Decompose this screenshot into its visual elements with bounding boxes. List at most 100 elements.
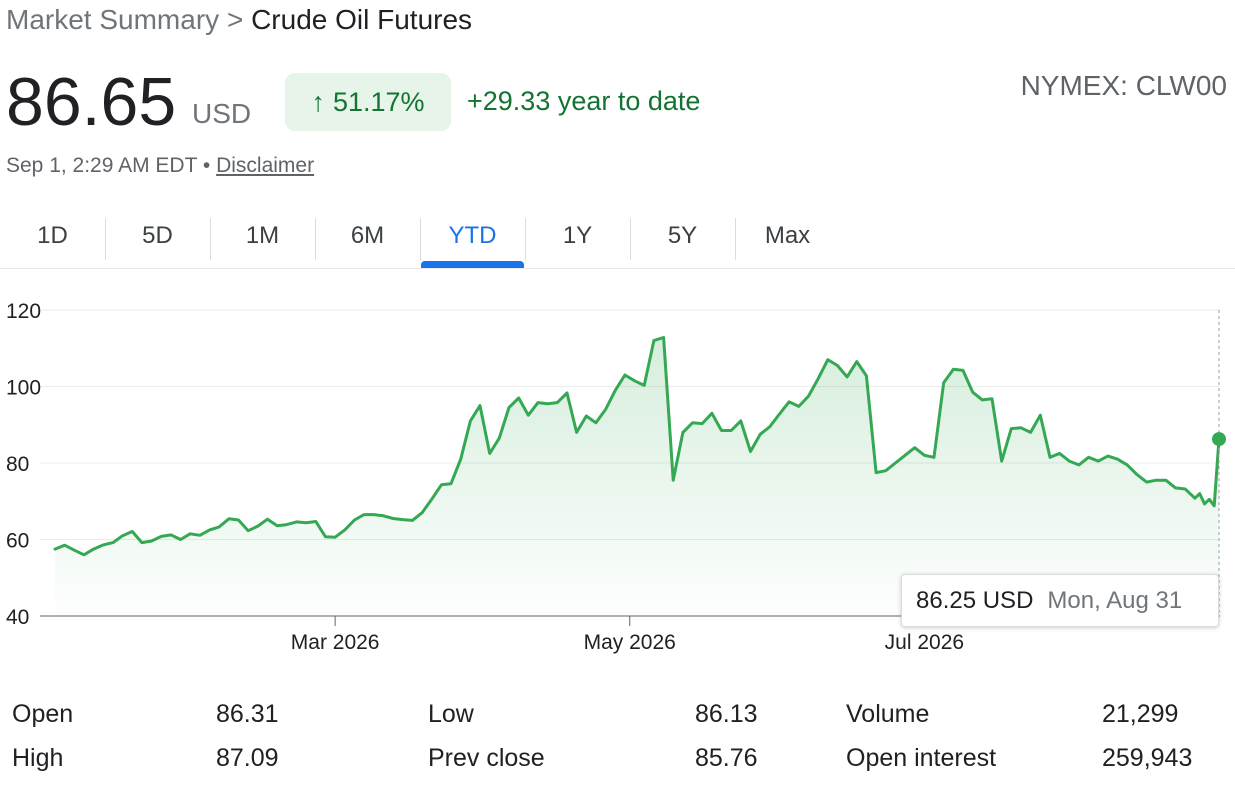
tooltip-price: 86.25 USD — [916, 586, 1034, 614]
tab-label: Max — [764, 222, 811, 249]
data-point — [933, 456, 935, 459]
data-point — [1097, 460, 1100, 462]
data-point — [315, 520, 317, 523]
data-point — [469, 420, 472, 422]
data-point — [141, 541, 143, 544]
data-point — [624, 374, 626, 376]
data-point — [575, 431, 578, 434]
data-point — [63, 544, 66, 546]
data-point — [1029, 431, 1032, 434]
data-point — [160, 535, 163, 538]
data-point — [537, 401, 539, 404]
data-point — [1107, 455, 1109, 457]
data-point — [392, 517, 394, 520]
stats-row: Open 86.31 Low 86.13 Volume 21,299 — [0, 694, 1235, 734]
tab-label: 1M — [245, 222, 280, 249]
chart-tooltip: 86.25 USD Mon, Aug 31 — [901, 574, 1219, 627]
data-point — [83, 554, 85, 556]
tab-label: 6M — [350, 222, 385, 249]
data-point — [981, 399, 984, 401]
data-point — [498, 437, 501, 439]
data-point — [295, 521, 298, 523]
data-point — [856, 360, 858, 363]
data-point — [991, 397, 993, 400]
data-point — [1213, 505, 1215, 507]
tab-5d[interactable]: 5D — [105, 216, 210, 268]
data-point — [701, 422, 703, 425]
data-point — [633, 380, 636, 382]
data-point — [962, 369, 964, 372]
breadcrumb-market-summary-link[interactable]: Market Summary — [6, 4, 220, 35]
data-point — [1058, 452, 1061, 455]
y-tick-label: 60 — [6, 530, 29, 553]
data-point — [527, 414, 530, 416]
current-price: 86.65 — [6, 64, 177, 140]
data-point — [1078, 464, 1080, 466]
data-point — [247, 529, 249, 532]
data-point — [691, 422, 694, 424]
data-point — [170, 534, 172, 536]
tab-1d[interactable]: 1D — [0, 216, 105, 268]
data-point — [131, 530, 134, 533]
data-point — [1198, 492, 1201, 495]
data-point — [179, 538, 182, 541]
data-point — [237, 519, 240, 521]
disclaimer-link[interactable]: Disclaimer — [216, 154, 315, 177]
data-point — [1010, 427, 1013, 430]
stats-row: High 87.09 Prev close 85.76 Open interes… — [0, 738, 1235, 778]
tabs-divider — [0, 268, 1235, 269]
exchange-symbol: NYMEX: CLW00 — [1020, 70, 1227, 101]
data-point — [54, 548, 56, 550]
tab-6m[interactable]: 6M — [315, 216, 420, 268]
stat-value-volume: 21,299 — [1102, 700, 1179, 728]
data-point — [459, 458, 462, 460]
data-point — [836, 364, 839, 367]
data-point — [150, 540, 153, 542]
y-tick-label: 120 — [6, 300, 41, 323]
data-point — [218, 526, 220, 528]
data-point — [807, 395, 810, 397]
x-tick-label: May 2026 — [584, 631, 676, 654]
percent-change-value: 51.17% — [332, 86, 425, 117]
x-tick-label: Jul 2026 — [885, 631, 964, 654]
data-point — [769, 425, 771, 428]
stat-value-open: 86.31 — [216, 700, 279, 728]
data-point — [334, 536, 336, 538]
arrow-up-icon: ↑ — [311, 86, 325, 117]
stat-label-open-interest: Open interest — [846, 744, 997, 772]
data-point — [228, 518, 230, 520]
data-point — [952, 368, 955, 371]
tab-label: 5Y — [667, 222, 698, 249]
data-point — [672, 479, 674, 481]
tab-ytd[interactable]: YTD — [420, 216, 525, 268]
data-point — [730, 429, 732, 432]
data-point — [402, 518, 404, 521]
data-point — [1165, 479, 1167, 481]
tab-1y[interactable]: 1Y — [525, 216, 630, 268]
data-point — [585, 415, 588, 417]
data-point — [363, 513, 365, 516]
tab-label: 1Y — [562, 222, 593, 249]
last-price-dot — [1212, 432, 1226, 447]
data-point — [373, 513, 375, 516]
data-point — [1087, 456, 1090, 459]
data-point — [440, 484, 443, 486]
stat-label-prev-close: Prev close — [428, 744, 545, 772]
data-point — [199, 534, 201, 537]
timestamp-text: Sep 1, 2:29 AM EDT • — [6, 154, 211, 177]
data-point — [430, 498, 433, 501]
data-point — [1184, 488, 1186, 490]
data-point — [266, 518, 269, 520]
data-point — [749, 450, 752, 453]
price-chart[interactable]: 40 60 80 100 120 Mar 2026 May 2026 Jul 2026 — [0, 290, 1235, 670]
data-point — [1145, 481, 1148, 483]
tab-label: 1D — [37, 222, 68, 249]
data-point — [566, 392, 568, 394]
breadcrumb-current-page: Crude Oil Futures — [251, 4, 473, 35]
tab-max[interactable]: Max — [735, 216, 840, 268]
data-point — [643, 384, 645, 387]
data-point — [913, 446, 916, 449]
tab-1m[interactable]: 1M — [210, 216, 315, 268]
data-point — [720, 429, 723, 432]
tab-5y[interactable]: 5Y — [630, 216, 735, 268]
